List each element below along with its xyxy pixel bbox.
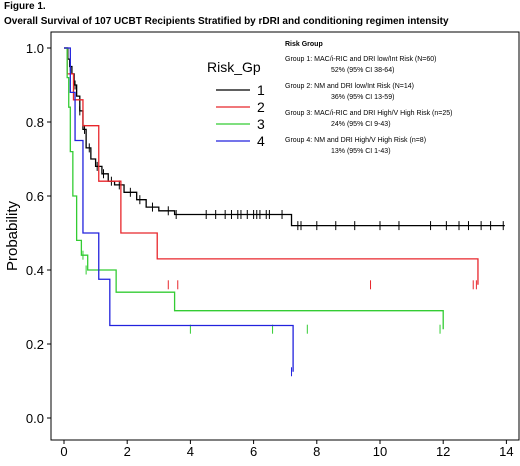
series-3-line: [64, 47, 444, 330]
figure-label: Figure 1.: [4, 1, 46, 12]
risk-group-3-desc: Group 3: MAC/i-RIC and DRI High/V High R…: [285, 110, 453, 117]
x-tick-label: 2: [124, 444, 131, 459]
chart-curves: [64, 47, 505, 377]
y-tick-label: 1.0: [26, 41, 44, 56]
risk-group-2-desc: Group 2: NM and DRI low/Int Risk (N=14): [285, 83, 414, 90]
legend-label-2: 2: [257, 99, 265, 115]
x-tick-label: 10: [373, 444, 387, 459]
series-2-line: [64, 47, 479, 285]
series-4-line: [64, 47, 294, 372]
risk-group-1-desc: Group 1: MAC/i-RIC and DRI low/Int Risk …: [285, 56, 437, 63]
x-tick-label: 0: [60, 444, 67, 459]
risk-group-header: Risk Group: [285, 41, 323, 48]
x-tick-label: 14: [499, 444, 513, 459]
risk-group-3-stat: 24% (95% CI 9-43): [331, 121, 391, 128]
figure-title: Overall Survival of 107 UCBT Recipients …: [4, 16, 449, 27]
legend-title: Risk_Gp: [207, 59, 261, 75]
risk-group-1-stat: 52% (95% CI 38-64): [331, 67, 395, 74]
y-axis-label: Probability: [4, 200, 21, 271]
legend-label-1: 1: [257, 82, 265, 98]
y-tick-label: 0.4: [26, 263, 44, 278]
x-tick-label: 12: [436, 444, 450, 459]
risk-group-4-stat: 13% (95% CI 1-43): [331, 148, 391, 155]
y-tick-label: 0.6: [26, 189, 44, 204]
x-tick-label: 6: [250, 444, 257, 459]
risk-group-panel: Risk Group Group 1: MAC/i-RIC and DRI lo…: [285, 40, 515, 163]
x-tick-label: 4: [187, 444, 194, 459]
plot-frame: [50, 31, 520, 441]
y-tick-label: 0.8: [26, 115, 44, 130]
legend-label-4: 4: [257, 133, 265, 149]
risk-group-2-stat: 36% (95% CI 13-59): [331, 94, 395, 101]
legend-label-3: 3: [257, 116, 265, 132]
y-tick-label: 0.2: [26, 337, 44, 352]
risk-group-4-desc: Group 4: NM and DRI High/V High Risk (n=…: [285, 137, 427, 144]
x-tick-label: 8: [313, 444, 320, 459]
y-tick-label: 0.0: [26, 411, 44, 426]
